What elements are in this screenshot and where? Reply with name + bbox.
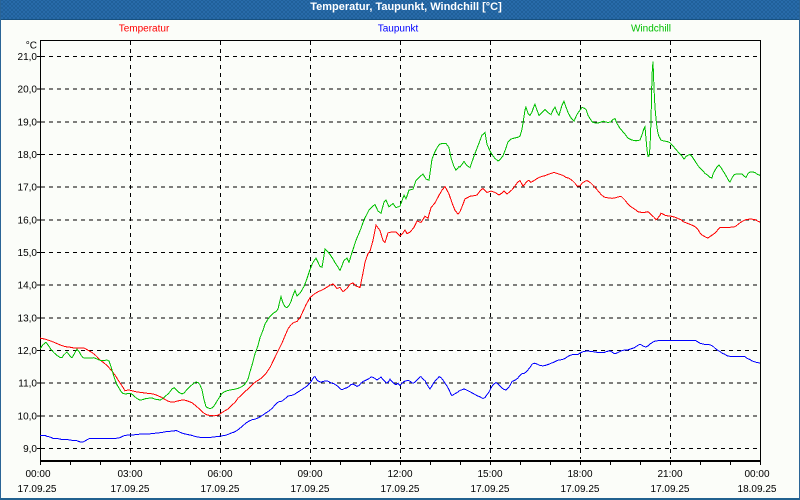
svg-text:17.09.25: 17.09.25 xyxy=(651,484,690,495)
svg-text:17.09.25: 17.09.25 xyxy=(18,484,57,495)
svg-text:15:00: 15:00 xyxy=(477,469,502,480)
svg-text:15,0: 15,0 xyxy=(18,248,38,259)
svg-text:Temperatur: Temperatur xyxy=(119,24,170,35)
svg-text:9,0: 9,0 xyxy=(23,444,37,455)
svg-text:°C: °C xyxy=(26,41,37,52)
svg-text:17.09.25: 17.09.25 xyxy=(381,484,420,495)
svg-text:19,0: 19,0 xyxy=(18,117,38,128)
svg-text:13,0: 13,0 xyxy=(18,313,38,324)
svg-text:00:00: 00:00 xyxy=(744,469,769,480)
svg-text:17.09.25: 17.09.25 xyxy=(291,484,330,495)
svg-text:09:00: 09:00 xyxy=(297,469,322,480)
svg-text:12:00: 12:00 xyxy=(387,469,412,480)
svg-text:14,0: 14,0 xyxy=(18,281,38,292)
svg-text:21:00: 21:00 xyxy=(657,469,682,480)
svg-text:Windchill: Windchill xyxy=(631,24,671,35)
svg-text:18.09.25: 18.09.25 xyxy=(738,484,777,495)
svg-text:12,0: 12,0 xyxy=(18,346,38,357)
svg-text:06:00: 06:00 xyxy=(207,469,232,480)
svg-text:17.09.25: 17.09.25 xyxy=(561,484,600,495)
svg-text:17.09.25: 17.09.25 xyxy=(111,484,150,495)
svg-text:03:00: 03:00 xyxy=(117,469,142,480)
svg-text:11,0: 11,0 xyxy=(18,379,37,390)
svg-text:Taupunkt: Taupunkt xyxy=(378,24,419,35)
svg-text:20,0: 20,0 xyxy=(18,85,38,96)
svg-text:17.09.25: 17.09.25 xyxy=(201,484,240,495)
svg-text:18,0: 18,0 xyxy=(18,150,38,161)
svg-text:17.09.25: 17.09.25 xyxy=(471,484,510,495)
svg-text:21,0: 21,0 xyxy=(18,52,38,63)
svg-text:16,0: 16,0 xyxy=(18,215,38,226)
svg-text:00:00: 00:00 xyxy=(25,469,50,480)
svg-text:17,0: 17,0 xyxy=(18,183,38,194)
svg-text:18:00: 18:00 xyxy=(567,469,592,480)
svg-text:10,0: 10,0 xyxy=(18,411,38,422)
